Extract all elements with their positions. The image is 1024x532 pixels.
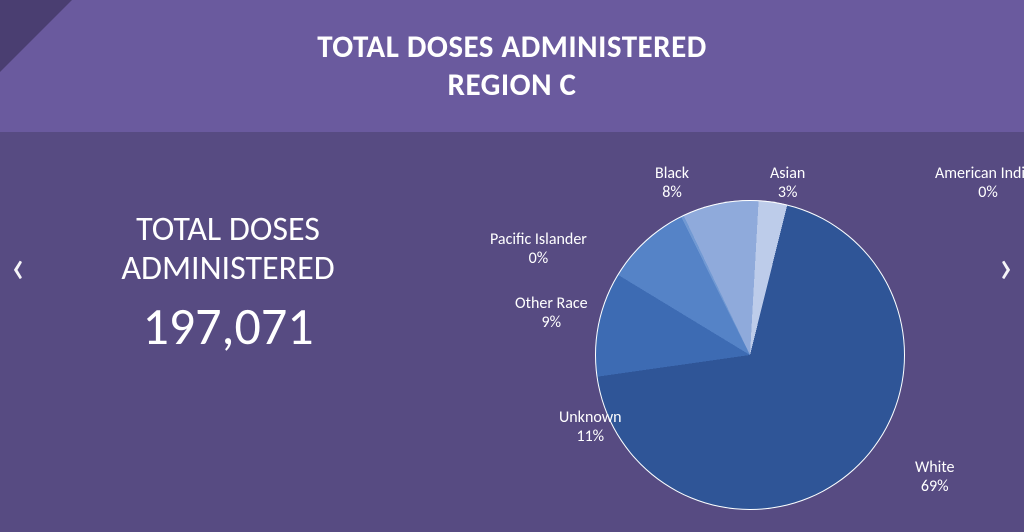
- total-label-line-1: TOTAL DOSES: [78, 210, 378, 249]
- pie-label-percent: 3%: [770, 183, 805, 202]
- pie-label-percent: 0%: [490, 249, 587, 268]
- previous-slide-button[interactable]: ‹: [10, 242, 26, 290]
- pie-label-percent: 69%: [915, 477, 954, 496]
- slide: TOTAL DOSES ADMINISTERED REGION C ‹ › TO…: [0, 0, 1024, 532]
- pie-label-percent: 9%: [515, 313, 588, 332]
- pie-label-percent: 8%: [655, 183, 689, 202]
- pie-label: Other Race9%: [515, 294, 588, 332]
- pie-graphic: [595, 200, 905, 510]
- pie-label: White69%: [915, 458, 954, 496]
- corner-triangle-decoration: [0, 0, 72, 72]
- total-doses-block: TOTAL DOSES ADMINISTERED 197,071: [78, 210, 378, 358]
- pie-label-name: White: [915, 458, 954, 477]
- pie-label-name: Other Race: [515, 294, 588, 313]
- pie-label-percent: 0%: [935, 183, 1024, 202]
- pie-label-percent: 11%: [559, 427, 622, 446]
- pie-label-name: Asian: [770, 164, 805, 183]
- pie-label: Unknown11%: [559, 408, 622, 446]
- next-slide-button[interactable]: ›: [998, 242, 1014, 290]
- pie-chart: White69%Unknown11%Other Race9%Pacific Is…: [500, 180, 960, 520]
- title-line-2: REGION C: [317, 66, 707, 104]
- pie-label: Pacific Islander0%: [490, 230, 587, 268]
- pie-label: Asian3%: [770, 164, 805, 202]
- pie-label-name: Unknown: [559, 408, 622, 427]
- slide-title: TOTAL DOSES ADMINISTERED REGION C: [317, 28, 707, 104]
- pie-label: American Indian0%: [935, 164, 1024, 202]
- header-band: TOTAL DOSES ADMINISTERED REGION C: [0, 0, 1024, 132]
- title-line-1: TOTAL DOSES ADMINISTERED: [317, 28, 707, 66]
- total-label-line-2: ADMINISTERED: [78, 249, 378, 288]
- pie-label: Black8%: [655, 164, 689, 202]
- total-doses-label: TOTAL DOSES ADMINISTERED: [78, 210, 378, 288]
- total-doses-value: 197,071: [78, 294, 378, 358]
- pie-label-name: American Indian: [935, 164, 1024, 183]
- pie-label-name: Pacific Islander: [490, 230, 587, 249]
- pie-label-name: Black: [655, 164, 689, 183]
